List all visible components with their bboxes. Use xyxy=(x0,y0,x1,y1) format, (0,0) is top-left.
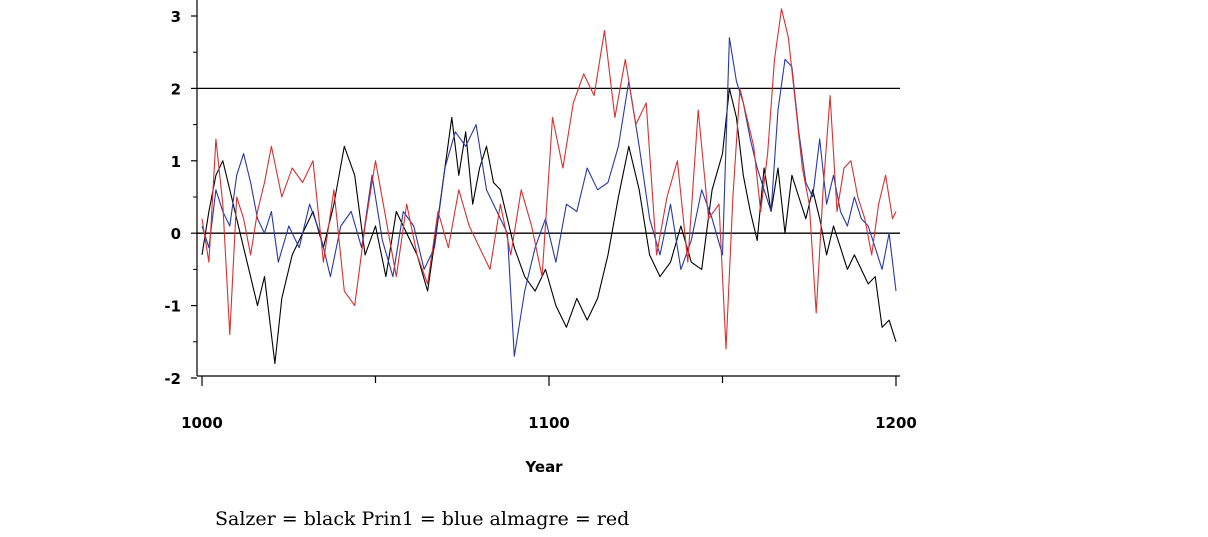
x-tick-label: 1000 xyxy=(181,414,223,432)
series-line-salzer xyxy=(201,87,897,365)
reference-lines xyxy=(197,87,900,234)
tick-labels: -2 -1 0 1 2 3 1000 1100 1200 xyxy=(164,8,917,432)
data-series xyxy=(201,8,897,365)
legend-caption: Salzer = black Prin1 = blue almagre = re… xyxy=(215,508,629,530)
y-tick-label: -2 xyxy=(164,370,181,388)
series-line-prin1 xyxy=(201,37,897,357)
y-tick-label: 2 xyxy=(171,80,181,98)
x-tick-label: 1100 xyxy=(528,414,570,432)
x-tick-label: 1200 xyxy=(875,414,917,432)
y-tick-label: -1 xyxy=(164,298,181,316)
series-line-almagre xyxy=(201,8,897,350)
y-tick-label: 3 xyxy=(171,8,181,26)
axes xyxy=(191,0,900,386)
x-axis-title: Year xyxy=(524,458,563,476)
y-tick-label: 0 xyxy=(171,225,181,243)
y-tick-label: 1 xyxy=(171,153,181,171)
